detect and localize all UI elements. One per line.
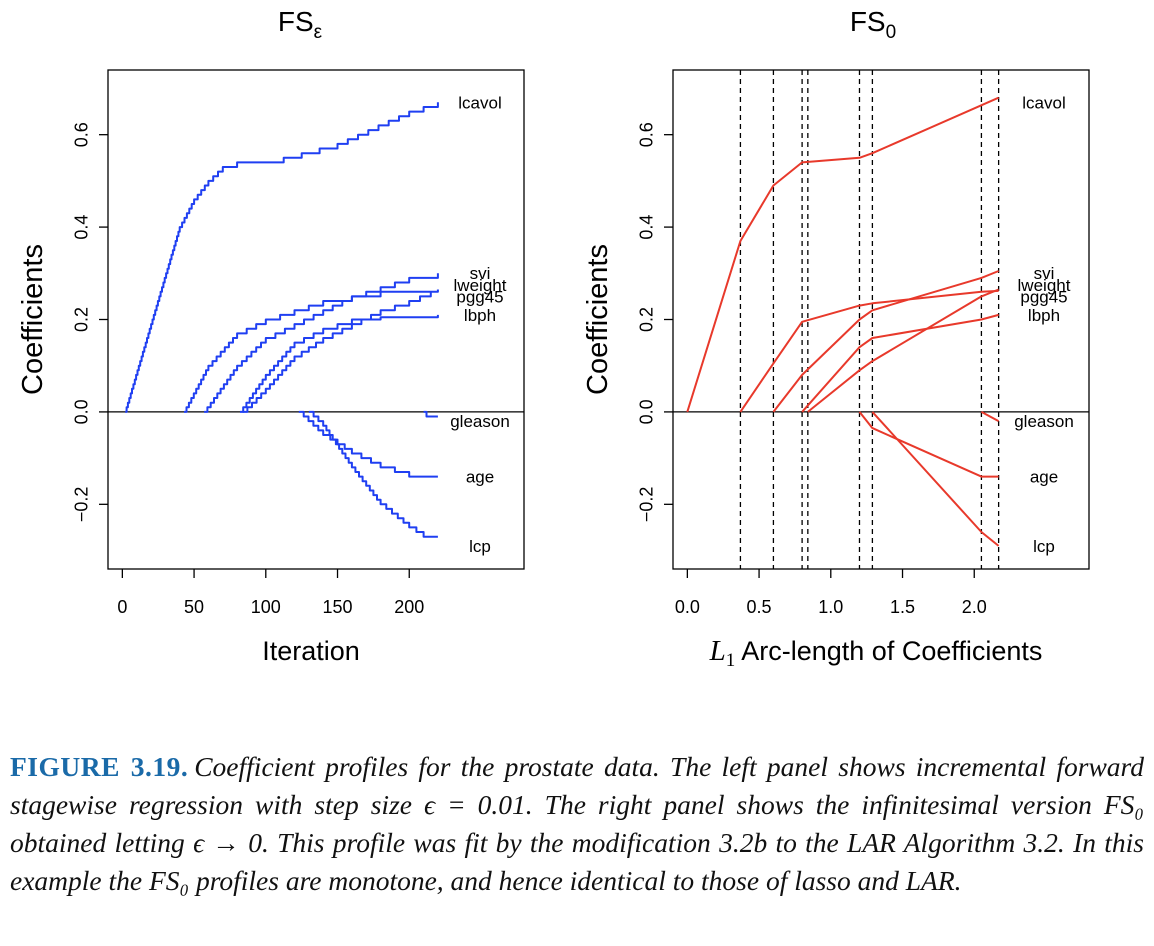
figure-caption: FIGURE 3.19. Coefficient profiles for the… — [10, 748, 1144, 900]
series-label-lcavol: lcavol — [1022, 93, 1065, 112]
series-line-gleason — [980, 411, 1000, 422]
y-tick-label: 0.6 — [71, 122, 91, 147]
panel-2: FS0 −0.2 0.0 0.2 0.4 0.6 0.0 0.5 1.0 1.5 2.0 Coeffi… — [582, 6, 1090, 671]
plot-frame — [672, 69, 1090, 570]
series-label-age: age — [466, 468, 494, 487]
y-tick-label: −0.2 — [636, 487, 656, 523]
y-axis-label: Coefficients — [17, 244, 49, 395]
series-line-lbph — [801, 313, 999, 413]
x-tick-label: 1.0 — [818, 597, 843, 617]
series-line-lweight — [739, 289, 999, 413]
y-tick-label: 0.4 — [71, 215, 91, 240]
y-tick-label: 0.4 — [636, 215, 656, 240]
series-line-lcavol — [686, 96, 1000, 413]
series-label-lcavol: lcavol — [458, 93, 501, 112]
series-label-lweight: lweight — [454, 276, 507, 295]
series-line-lbph — [240, 314, 439, 413]
series-line-lcavol — [125, 102, 439, 413]
panel-1: FSε −0.2 0.0 0.2 0.4 0.6 0 50 100 150 200 Coefficie… — [17, 6, 525, 666]
series-label-pgg45: pgg45 — [1020, 287, 1067, 306]
series-label-lweight: lweight — [1018, 276, 1071, 295]
x-tick-label: 50 — [184, 597, 204, 617]
series-line-age — [858, 411, 999, 478]
x-tick-label: 0 — [117, 597, 127, 617]
y-tick-label: −0.2 — [71, 487, 91, 523]
y-tick-label: 0.0 — [71, 399, 91, 424]
series-line-lweight — [184, 289, 439, 413]
series-label-lcp: lcp — [469, 537, 491, 556]
series-label-age: age — [1030, 468, 1058, 487]
series-label-lbph: lbph — [1028, 306, 1060, 325]
y-tick-label: 0.2 — [636, 307, 656, 332]
x-tick-label: 0.0 — [675, 597, 700, 617]
y-tick-label: 0.6 — [636, 122, 656, 147]
series-line-age — [298, 410, 438, 478]
caption-text: Coefficient profiles for the prostate da… — [10, 751, 1144, 896]
x-tick-label: 100 — [251, 597, 281, 617]
panel-title: FS0 — [850, 6, 896, 43]
y-tick-label: 0.0 — [636, 399, 656, 424]
x-tick-label: 150 — [322, 597, 352, 617]
series-label-pgg45: pgg45 — [456, 287, 503, 306]
x-axis-label: Iteration — [262, 636, 360, 666]
series-label-lbph: lbph — [464, 306, 496, 325]
series-line-lcp — [308, 410, 438, 538]
series-line-svi — [772, 270, 999, 413]
series-label-svi: svi — [470, 264, 491, 283]
x-tick-label: 1.5 — [890, 597, 915, 617]
series-line-lcp — [871, 411, 1000, 547]
figure-panels: FSε −0.2 0.0 0.2 0.4 0.6 0 50 100 150 200 Coefficie… — [17, 6, 1090, 671]
y-tick-label: 0.2 — [71, 307, 91, 332]
series-line-gleason — [423, 410, 438, 418]
plot-frame — [107, 69, 525, 570]
y-axis-label: Coefficients — [582, 244, 614, 395]
x-tick-label: 0.5 — [747, 597, 772, 617]
series-label-svi: svi — [1034, 264, 1055, 283]
series-label-lcp: lcp — [1033, 537, 1055, 556]
series-label-gleason: gleason — [450, 412, 510, 431]
panel-title: FSε — [278, 6, 323, 43]
x-tick-label: 200 — [394, 597, 424, 617]
x-axis-label: L1 Arc-length of Coefficients — [709, 635, 1043, 671]
x-tick-label: 2.0 — [962, 597, 987, 617]
caption-label: FIGURE 3.19. — [10, 751, 189, 782]
series-line-pgg45 — [242, 291, 432, 413]
series-line-pgg45 — [807, 288, 999, 413]
series-label-gleason: gleason — [1014, 412, 1074, 431]
